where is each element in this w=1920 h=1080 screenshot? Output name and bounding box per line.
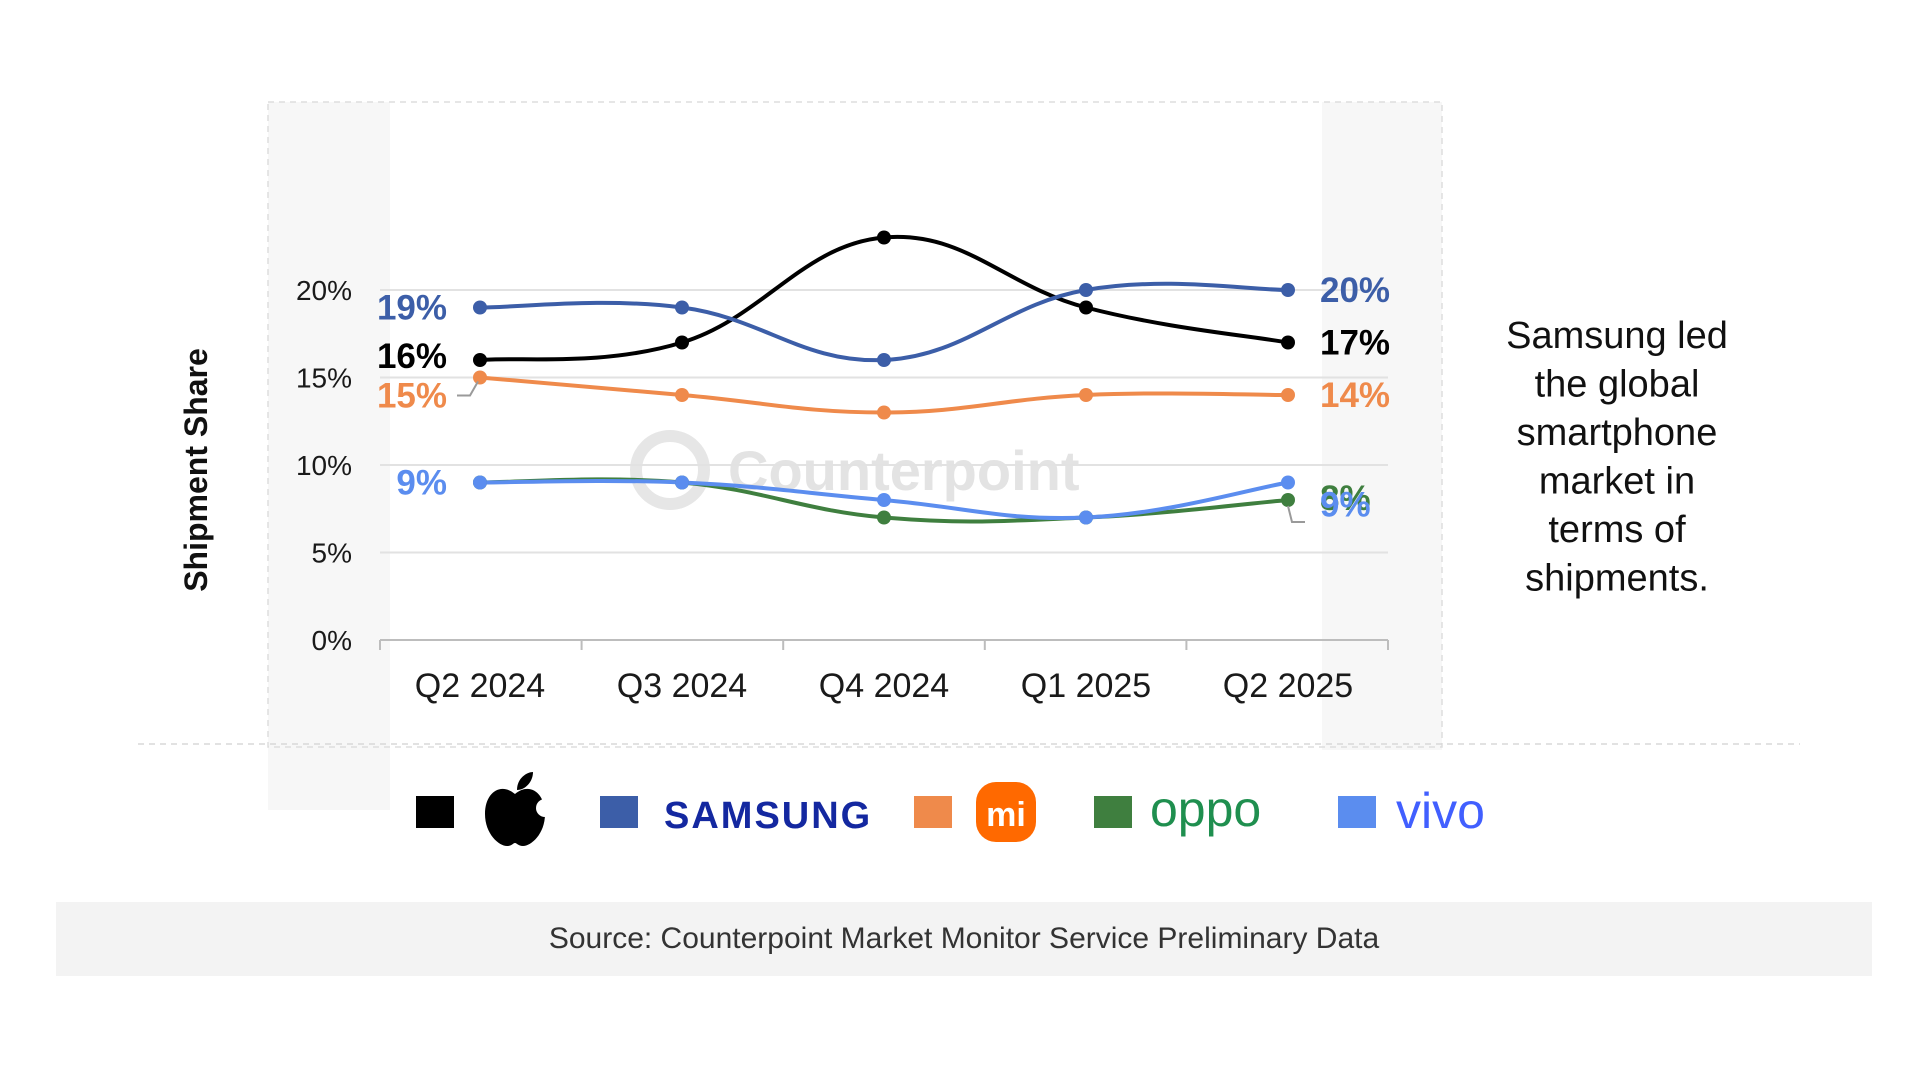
data-point-vivo (1079, 510, 1093, 525)
watermark: Counterpoint (630, 430, 1079, 510)
data-point-apple (1281, 335, 1295, 350)
data-point-vivo (675, 475, 689, 490)
value-label-samsung-first: 19% (377, 289, 447, 328)
source-bar: Source: Counterpoint Market Monitor Serv… (56, 902, 1872, 976)
data-point-xiaomi (877, 405, 891, 420)
x-axis (379, 639, 1389, 650)
value-label-samsung-last: 20% (1320, 271, 1390, 310)
value-label-apple-last: 17% (1320, 324, 1390, 363)
data-point-samsung (877, 353, 891, 367)
watermark-text: Counterpoint (728, 439, 1079, 502)
legend-swatch-samsung (600, 796, 638, 828)
samsung-wordmark: SAMSUNG (664, 795, 872, 837)
data-point-apple (877, 230, 891, 245)
data-point-xiaomi (675, 388, 689, 402)
legend-swatch-apple (416, 796, 454, 828)
x-tick-label: Q1 2025 (1021, 667, 1151, 705)
data-point-samsung (1281, 283, 1295, 297)
value-labels: 16% 17%19% 20%15% 14%8%9%9% (377, 271, 1390, 525)
y-tick-label: 5% (312, 538, 352, 569)
y-axis-label: Shipment Share (178, 348, 214, 592)
x-tick-label: Q2 2024 (415, 667, 545, 705)
legend-swatch-xiaomi (914, 796, 952, 828)
leader-line-xiaomi (457, 381, 479, 397)
plot-backdrop-right (1322, 102, 1442, 750)
data-point-oppo (1281, 493, 1295, 507)
data-point-apple (675, 335, 689, 350)
series-line-apple (479, 234, 1289, 362)
x-axis-tick-labels: Q2 2024 Q3 2024 Q4 2024 Q1 2025 Q2 2025 (415, 667, 1353, 705)
xiaomi-logo-icon (976, 782, 1036, 842)
series-points (473, 230, 1295, 525)
value-label-vivo-last: 9% (1320, 486, 1371, 525)
y-axis-ticks: 0% 5% 10% 15% 20% (296, 275, 352, 656)
x-tick-label: Q4 2024 (819, 667, 949, 705)
data-point-apple (473, 353, 487, 367)
series-line-samsung (479, 281, 1289, 363)
data-point-samsung (1079, 283, 1093, 297)
data-point-samsung (675, 300, 689, 315)
data-point-samsung (473, 300, 487, 315)
plot-backdrop-left (268, 102, 390, 810)
grid (380, 289, 1388, 554)
data-point-xiaomi (1079, 388, 1093, 402)
data-point-apple (1079, 300, 1093, 315)
watermark-logo-icon (630, 430, 710, 510)
oppo-wordmark: oppo (1150, 781, 1261, 837)
annotation-text: Samsung led the global smartphone market in… (1506, 315, 1728, 600)
y-tick-label: 15% (296, 363, 352, 394)
legend-swatch-oppo (1094, 796, 1132, 828)
value-label-vivo-first: 9% (396, 464, 447, 503)
value-label-xiaomi-first: 15% (377, 377, 447, 416)
data-point-oppo (877, 510, 891, 525)
legend-swatch-vivo (1338, 796, 1376, 828)
vivo-wordmark: vivo (1396, 783, 1485, 839)
source-text: Source: Counterpoint Market Monitor Serv… (548, 922, 1380, 955)
data-point-xiaomi (1281, 388, 1295, 402)
data-point-vivo (473, 475, 487, 490)
value-label-xiaomi-last: 14% (1320, 376, 1390, 415)
value-label-oppo-last: 8% (1320, 479, 1371, 518)
data-point-vivo (877, 493, 891, 507)
y-tick-label: 20% (296, 275, 352, 306)
apple-logo-icon (485, 772, 554, 846)
data-point-xiaomi (473, 370, 487, 385)
data-point-vivo (1281, 475, 1295, 490)
y-tick-label: 10% (296, 450, 352, 481)
xiaomi-logo-text: mi (986, 796, 1026, 834)
y-tick-label: 0% (312, 625, 352, 656)
x-tick-label: Q3 2024 (617, 667, 747, 705)
x-tick-label: Q2 2025 (1223, 667, 1353, 705)
value-label-apple-first: 16% (377, 337, 447, 376)
legend: SAMSUNG mi oppo vivo (416, 772, 1485, 846)
leader-line-vivo (1287, 505, 1305, 523)
plot-backdrop (267, 101, 1443, 748)
